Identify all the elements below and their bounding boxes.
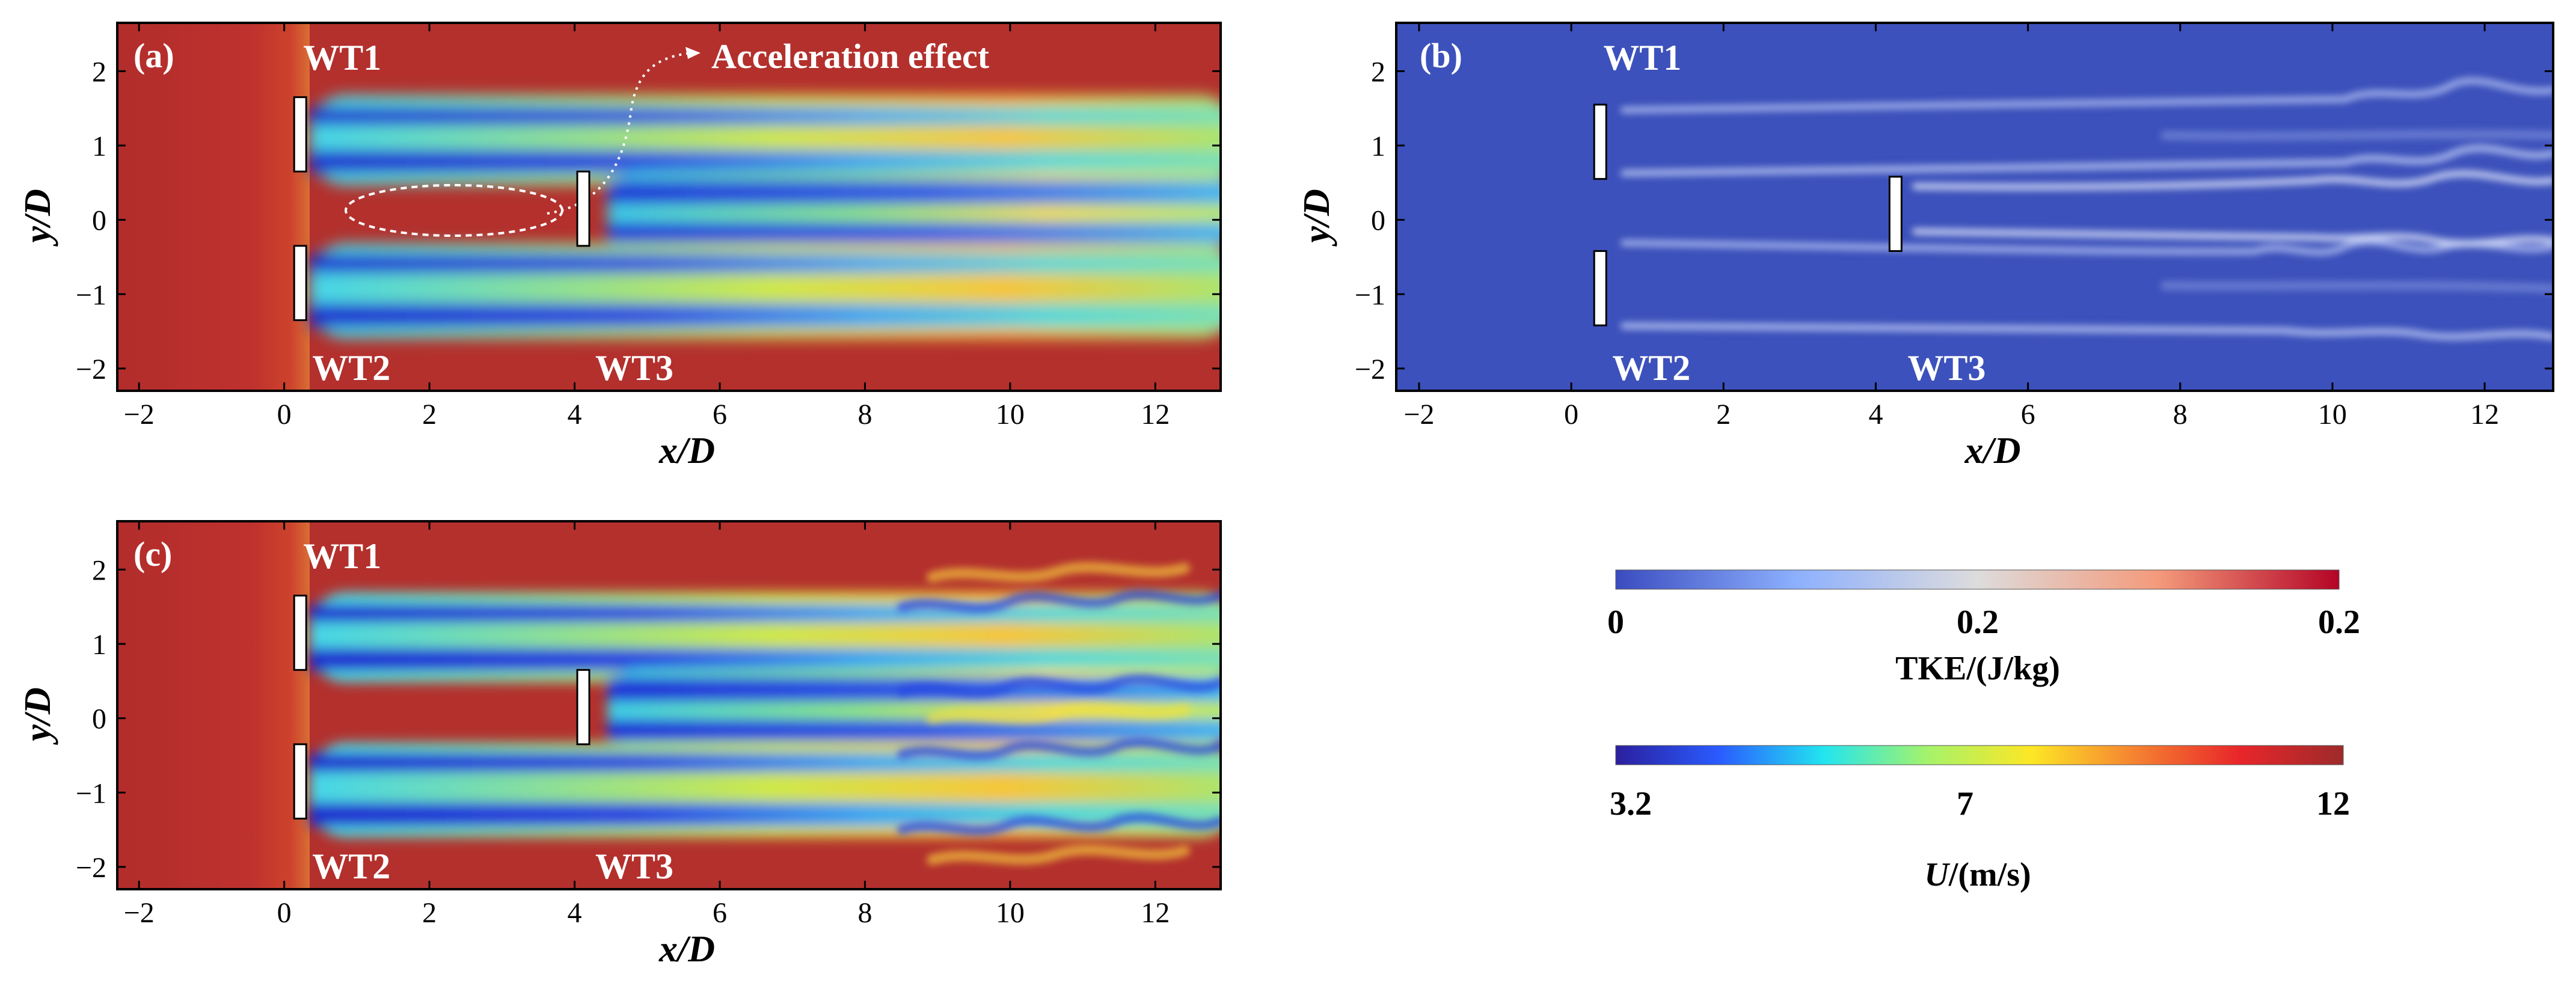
velocity-field-a [117,23,1221,391]
y-tick-label: 2 [92,56,106,88]
x-tick-label: 4 [568,897,582,929]
x-axis-title: x/D [658,929,715,970]
panel-c: (c) [116,520,1222,890]
x-tick-label: −2 [124,897,155,929]
annotation-text: Acceleration effect [711,37,990,76]
velocity-tick-max: 12 [2316,785,2350,822]
plot-frame [116,520,1222,890]
y-axis-title: y/D [17,189,58,247]
x-tick-label: 2 [422,399,437,430]
x-tick-label: 8 [2173,399,2188,430]
turbine-rotor-wt2 [293,743,307,820]
plot-frame [116,22,1222,392]
x-tick-label: 12 [1141,897,1170,929]
turbine-label-wt1: WT1 [1603,38,1681,78]
velocity-tick-min: 3.2 [1610,785,1652,822]
y-tick-label: −2 [76,354,106,385]
colorbar-tke: 0 0.2 0.2 TKE/(J/kg) [1607,569,2360,687]
y-tick-label: 2 [1371,56,1385,88]
y-tick-label: −1 [1355,279,1385,311]
velocity-title-unit: /(m/s) [1948,856,2031,893]
y-tick-label: 1 [92,629,106,661]
x-tick-label: 6 [713,399,727,430]
y-tick-label: 0 [92,703,106,735]
y-tick-label: 0 [1371,205,1385,237]
x-tick-label: 6 [2021,399,2035,430]
tke-tick-max: 0.2 [2318,604,2360,641]
x-axis-title: x/D [1964,430,2021,471]
y-axis-title: y/D [1296,189,1337,247]
velocity-tick-mid: 7 [1957,785,1973,822]
turbine-rotor-wt2 [1593,250,1607,326]
turbine-label-wt2: WT2 [1612,348,1690,388]
plot-frame [1395,22,2554,392]
turbine-label-wt2: WT2 [312,348,390,388]
panel-b: (b) [1395,22,2554,392]
x-tick-label: 12 [2470,399,2499,430]
turbine-rotor-wt3 [1888,176,1903,253]
turbine-rotor-wt3 [576,170,590,247]
panel-label: (b) [1420,36,1462,75]
tke-field-b [1396,23,2553,391]
tke-colorbar-strip [1615,569,2340,590]
turbine-label-wt2: WT2 [312,847,390,886]
tke-tick-min: 0 [1607,604,1624,641]
turbine-label-wt3: WT3 [1907,348,1986,388]
x-tick-label: 6 [713,897,727,929]
y-tick-label: 1 [92,130,106,162]
x-tick-label: 0 [277,897,292,929]
velocity-field-c [117,521,1221,889]
arrow-head [685,47,701,59]
panel-label: (a) [133,36,174,75]
turbine-label-wt1: WT1 [303,536,381,576]
y-tick-label: 1 [1371,130,1385,162]
x-tick-label: 8 [857,399,872,430]
y-tick-label: −2 [76,852,106,884]
x-tick-label: 12 [1141,399,1170,430]
velocity-title-symbol: U [1924,856,1950,893]
panel-label: (c) [133,534,172,574]
x-tick-label: 2 [422,897,437,929]
x-tick-label: −2 [124,399,155,430]
turbine-layer: WT1 WT2 WT3 WT1 WT2 WT3 WT1 WT2 WT3 [293,38,1986,886]
x-tick-label: 0 [277,399,292,430]
tke-colorbar-title: TKE/(J/kg) [1895,650,2060,687]
x-tick-label: 10 [2318,399,2347,430]
turbine-rotor-wt1 [1593,103,1607,180]
x-tick-label: 8 [857,897,872,929]
panel-a: (a) Acceleration effect [116,22,1222,392]
x-tick-label: 4 [568,399,582,430]
x-axis-title: x/D [658,430,715,471]
x-tick-label: 10 [996,897,1025,929]
y-tick-label: −1 [76,777,106,809]
x-tick-label: 4 [1868,399,1883,430]
velocity-colorbar-title: U/(m/s) [1924,856,2031,893]
turbine-rotor-wt1 [293,595,307,671]
x-tick-label: 10 [996,399,1025,430]
y-tick-label: −2 [1355,354,1385,385]
x-tick-label: −2 [1403,399,1434,430]
colorbar-velocity: 3.2 7 12 U/(m/s) [1610,745,2350,893]
turbine-rotor-wt3 [576,669,590,746]
turbine-label-wt1: WT1 [303,38,381,78]
x-tick-label: 2 [1716,399,1731,430]
turbine-label-wt3: WT3 [595,847,673,886]
velocity-colorbar-strip [1615,745,2344,765]
y-axis-title: y/D [17,687,58,746]
turbine-rotor-wt1 [293,96,307,173]
y-tick-label: 0 [92,205,106,237]
tke-tick-mid: 0.2 [1957,604,1999,641]
x-tick-label: 0 [1564,399,1578,430]
y-tick-label: −1 [76,279,106,311]
turbine-label-wt3: WT3 [595,348,673,388]
y-tick-label: 2 [92,554,106,586]
turbine-rotor-wt2 [293,245,307,322]
